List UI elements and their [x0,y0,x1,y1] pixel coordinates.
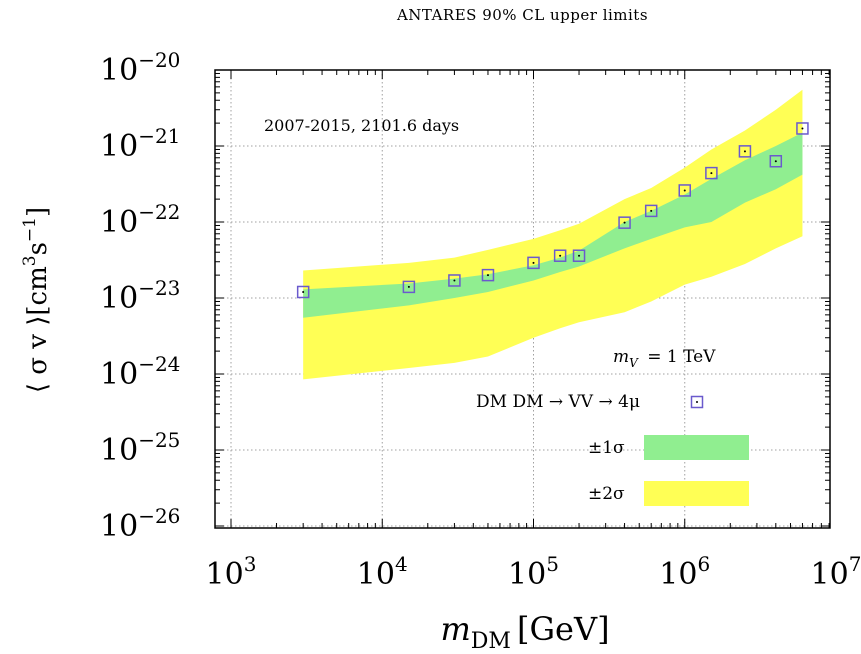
x-axis-label-sub: DM [471,629,511,654]
data-point-dot [453,279,456,282]
data-point-dot [801,127,804,130]
legend-marker [690,395,704,409]
band-2sigma-area [303,89,803,380]
data-point [553,249,567,262]
data-point [678,184,691,197]
y-tick-label: 10−22 [100,200,180,240]
x-axis-label-var: m [440,610,470,648]
data-point [769,155,783,168]
x-axis-label-unit: [GeV] [517,610,610,648]
data-point-dot [407,285,410,288]
y-axis-label: ⟨ σ v ⟩[cm3s−1] [20,207,53,393]
data-point-dot [578,254,581,257]
legend-marker-dot [696,401,698,403]
band-1sigma-area [303,132,803,318]
data-point [448,274,461,287]
y-tick-labels: 10−20 10−21 10−22 10−23 10−24 10−25 10−26 [100,48,180,544]
data-point-dot [650,209,653,212]
legend-band1-label: ±1σ [588,438,625,458]
y-label-sup: −1 [20,217,40,242]
legend-header-var: m [613,347,629,367]
y-tick-label: 10−24 [100,352,180,392]
plot-border [214,69,831,529]
y-tick-label: 10−25 [100,428,180,468]
x-tick-label: 104 [357,552,408,592]
data-point-dot [486,274,489,277]
legend-header-text: = 1 TeV [642,347,716,367]
data-point [572,249,586,262]
x-tick-label: 103 [206,552,257,592]
y-tick-label: 10−23 [100,276,180,316]
data-point-dot [532,261,535,264]
band-2sigma [303,89,803,380]
data-point-dot [302,290,305,293]
legend-band2-label: ±2σ [588,484,625,504]
data-point [402,280,416,294]
data-point-dot [623,221,626,224]
data-point [705,166,718,180]
y-label-sup: 3 [20,255,40,266]
data-point [296,285,310,299]
y-tick-label: 10−26 [100,504,180,544]
legend-header-sub: V [629,356,639,370]
chart-title: ANTARES 90% CL upper limits [396,6,649,24]
data-point [527,256,540,270]
x-axis-label: mDM [GeV] [440,610,609,654]
data-point [644,204,658,218]
legend-band2-swatch [644,481,749,506]
plot-frame [214,69,831,529]
x-tick-labels: 103 104 105 106 107 [206,552,861,592]
legend-band1-swatch [644,435,749,460]
data-point [738,145,752,158]
y-label-part: ] [23,207,53,217]
data-point-dot [559,254,562,257]
legend-points-label: DM DM → VV → 4μ [476,392,640,412]
x-tick-label: 105 [508,552,559,592]
x-tick-label: 106 [659,552,710,592]
y-label-part: s [23,242,53,255]
data-point [796,122,809,135]
annotation-text: 2007-2015, 2101.6 days [264,116,459,135]
legend: mV = 1 TeV DM DM → VV → 4μ ±1σ ±2σ [476,347,749,506]
data-point [618,216,631,229]
data-point [481,268,495,282]
data-point-dot [774,160,777,163]
data-points [296,122,809,299]
data-point-dot [710,172,713,175]
x-tick-label: 107 [811,552,861,592]
legend-header: mV = 1 TeV [613,347,716,370]
y-label-part: ⟨ σ v ⟩[cm [23,266,53,393]
band-1sigma [303,132,803,318]
data-point-dot [743,150,746,153]
y-tick-label: 10−20 [100,48,180,88]
data-point-dot [683,189,686,192]
y-tick-label: 10−21 [100,124,180,164]
